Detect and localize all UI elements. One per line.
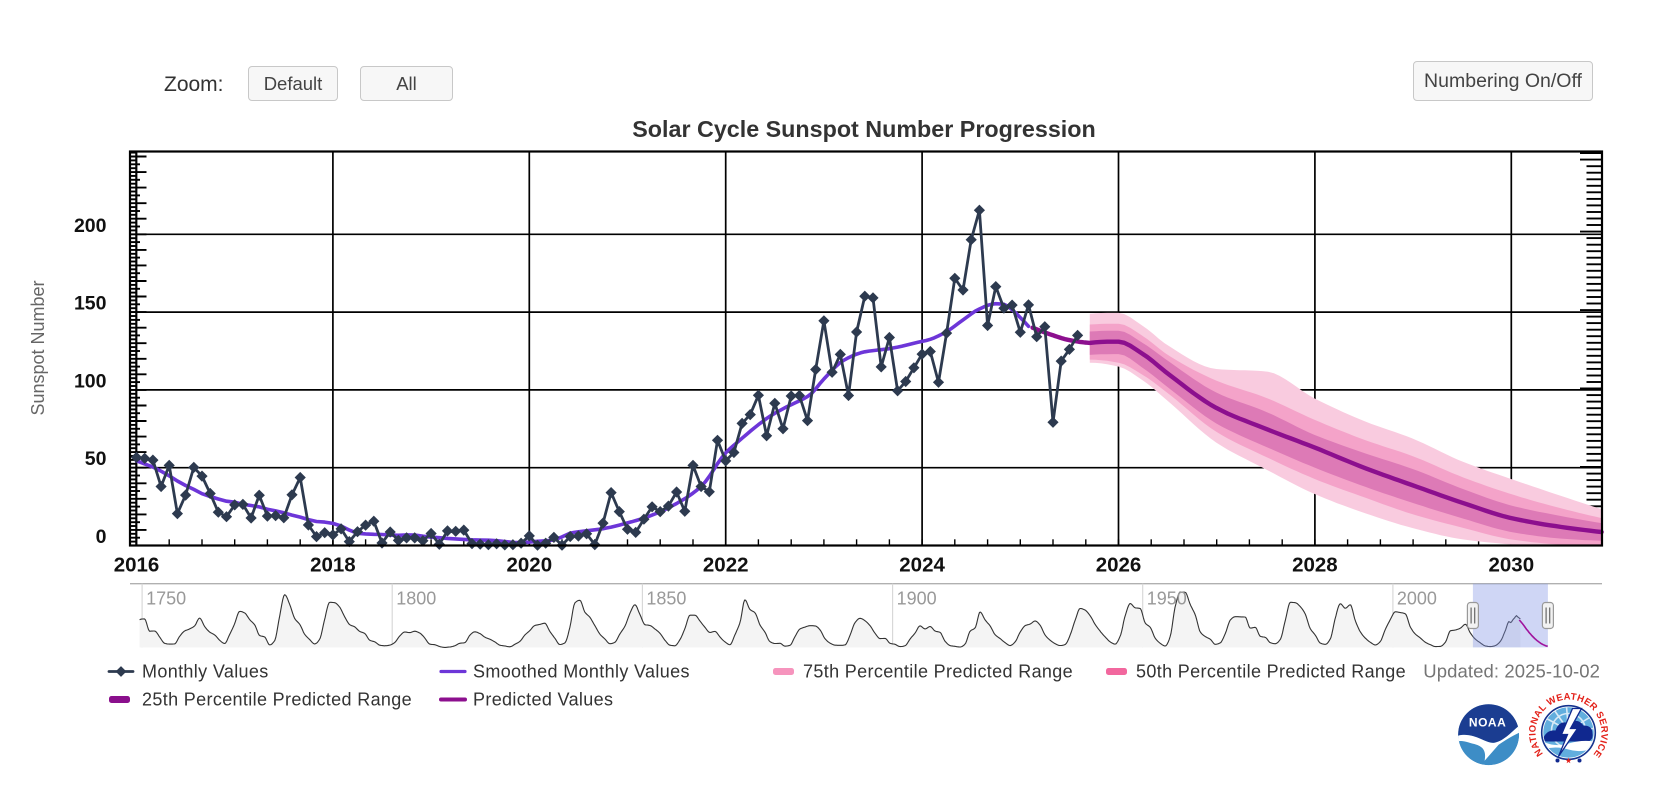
svg-text:0: 0 [96,526,107,548]
svg-text:Solar Cycle Sunspot Number Pro: Solar Cycle Sunspot Number Progression [632,116,1095,142]
svg-text:2000: 2000 [1397,589,1437,609]
svg-text:200: 200 [74,215,107,237]
svg-text:1750: 1750 [146,589,186,609]
svg-text:Smoothed Monthly Values: Smoothed Monthly Values [473,662,690,682]
svg-text:2018: 2018 [310,554,356,577]
svg-text:2024: 2024 [899,554,945,577]
svg-text:50: 50 [85,448,107,470]
svg-text:Updated: 2025-10-02: Updated: 2025-10-02 [1423,661,1600,682]
svg-text:150: 150 [74,293,107,315]
svg-text:Sunspot Number: Sunspot Number [28,280,48,415]
svg-text:50th Percentile Predicted Rang: 50th Percentile Predicted Range [1136,662,1406,682]
svg-text:2022: 2022 [703,554,749,577]
svg-text:25th Percentile Predicted Rang: 25th Percentile Predicted Range [142,690,412,710]
svg-text:1900: 1900 [897,589,937,609]
svg-text:2030: 2030 [1488,554,1534,577]
svg-text:1850: 1850 [646,589,686,609]
svg-text:100: 100 [74,370,107,392]
svg-text:2020: 2020 [506,554,552,577]
svg-text:Predicted Values: Predicted Values [473,690,613,710]
svg-text:2028: 2028 [1292,554,1338,577]
svg-text:1950: 1950 [1147,589,1187,609]
svg-text:75th Percentile Predicted Rang: 75th Percentile Predicted Range [803,662,1073,682]
svg-text:2016: 2016 [114,554,160,577]
svg-text:2026: 2026 [1096,554,1142,577]
svg-text:NOAA: NOAA [1469,716,1506,730]
svg-text:Monthly Values: Monthly Values [142,662,269,682]
svg-text:1800: 1800 [396,589,436,609]
